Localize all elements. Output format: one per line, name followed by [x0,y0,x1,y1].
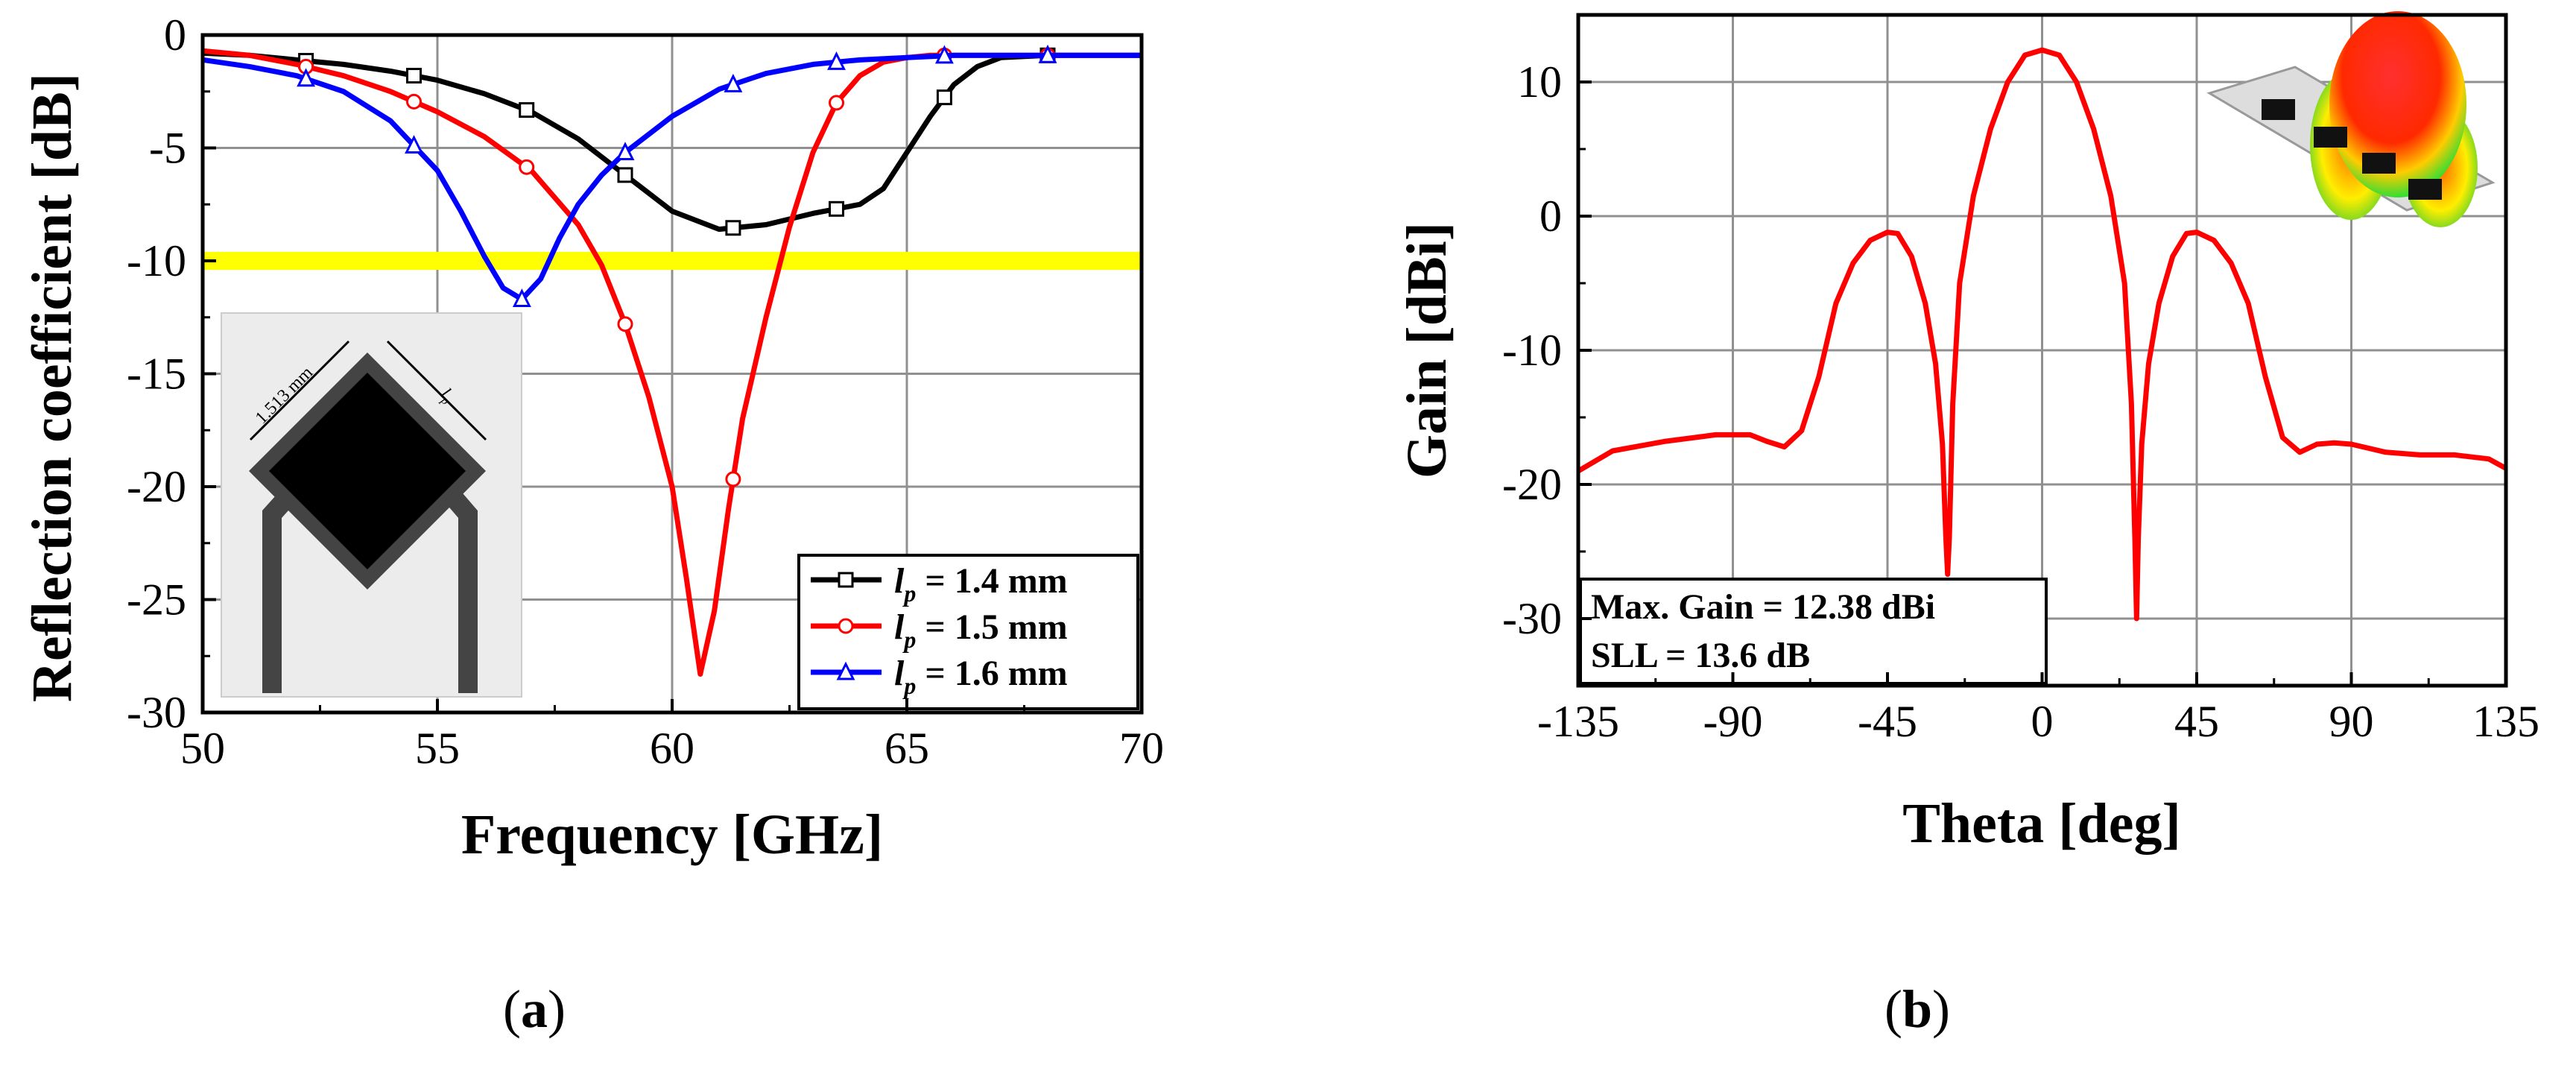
series-marker-2 [519,159,535,175]
legend-label-1: lp = 1.4 mm [894,561,1068,607]
series-marker-3 [512,288,531,308]
legend-label-3: lp = 1.6 mm [894,654,1068,699]
b-x-tick-label: 90 [2329,697,2374,746]
b-x-tick-label: -90 [1703,697,1763,746]
y-axis-label-a: Reflection coefficient [dB] [21,73,83,702]
annotation-box [1579,578,2048,685]
legend-marker-1 [838,572,854,588]
a-x-tick-label: 50 [180,724,225,773]
array-element-3 [2362,153,2396,174]
radiation-pattern-inset [2206,11,2496,227]
gain-annotation: Max. Gain = 12.38 dBi SLL = 13.6 dB [1579,578,2048,685]
b-y-tick-label: -10 [1502,326,1562,375]
a-x-tick-label: 70 [1119,724,1164,773]
dimension-line-length [386,340,487,441]
b-x-tick-label: 45 [2174,697,2219,746]
series-marker-3 [405,135,423,154]
antenna-inset: 1.513 mm lp [221,312,522,698]
series-line-1 [202,50,1142,233]
series-marker-3 [1038,44,1057,63]
a-x-tick-label: 60 [650,724,694,773]
a-x-tick-label: 65 [884,724,929,773]
patch-element [269,373,466,569]
main-lobe [2329,11,2466,197]
series-marker-1 [829,200,844,217]
series-marker-3 [827,51,846,70]
a-y-tick-label: -20 [127,462,186,511]
legend-sub: p [902,626,916,653]
series-marker-3 [934,45,954,64]
array-element-4 [2408,179,2442,200]
a-y-tick-label: -25 [127,575,186,625]
series-marker-2 [406,93,422,110]
y-axis-label-b: Gain [dBi] [1396,222,1458,478]
series-marker-1 [617,167,633,183]
b-y-tick-label: 0 [1539,192,1562,241]
legend-sub: p [902,672,916,699]
a-y-tick-label: -15 [127,350,186,399]
caption-a: (a) [503,979,566,1039]
series-marker-3 [615,142,635,161]
plot-b-grid [1578,15,2506,686]
x-axis-label-a: Frequency [GHz] [461,803,883,866]
array-element-1 [2262,99,2295,120]
legend-marker-3 [836,661,855,680]
series-marker-2 [617,316,633,332]
caption-a-letter: a [521,979,548,1039]
legend-var: l [894,561,905,601]
series-marker-2 [725,471,741,487]
plot-b-ticks: -135 -90 -45 0 45 90 135 10 0 -10 -20 -30 [1502,57,2539,746]
legend-label-2: lp = 1.5 mm [894,607,1068,653]
a-x-tick-label: 55 [415,724,460,773]
b-x-tick-label: 135 [2472,697,2539,746]
b-x-tick-label: 0 [2031,697,2054,746]
b-y-tick-label: -30 [1502,594,1562,643]
annotation-max-gain: Max. Gain = 12.38 dBi [1591,587,1935,627]
series-marker-3 [724,74,743,92]
legend-var: l [894,654,905,693]
b-y-tick-label: -20 [1502,460,1562,509]
gain-line [1577,47,2507,622]
series-marker-1 [936,89,952,106]
a-y-tick-label: -10 [127,236,186,285]
panel-b: Max. Gain = 12.38 dBi SLL = 13.6 dB [1396,11,2539,1039]
a-y-tick-label: -30 [127,688,186,737]
legend-var: l [894,607,905,647]
legend-rest: = 1.6 mm [916,654,1067,693]
series-marker-1 [406,68,422,84]
annotation-sll: SLL = 13.6 dB [1591,636,1810,675]
a-y-tick-label: 0 [164,10,186,60]
b-x-tick-label: -45 [1858,697,1917,746]
caption-b: (b) [1884,979,1950,1039]
legend-sub: p [902,580,916,607]
b-y-tick-label: 10 [1517,57,1562,107]
legend-rest: = 1.4 mm [916,561,1067,601]
plot-a-ticks: 50 55 60 65 70 0 -5 -10 -15 -20 -25 -30 [127,10,1164,773]
caption-b-letter: b [1902,979,1932,1039]
a-y-tick-label: -5 [149,124,186,173]
legend-rest: = 1.5 mm [916,607,1067,647]
series-marker-3 [297,68,316,87]
series-marker-1 [519,102,535,118]
threshold-band [203,251,1142,271]
array-element-2 [2314,127,2347,148]
series-marker-1 [725,220,741,236]
b-x-tick-label: -135 [1537,697,1619,746]
plot-b-series [1577,47,2507,622]
series-marker-2 [829,95,844,111]
x-axis-label-b: Theta [deg] [1902,792,2181,855]
plot-a-series [202,44,1142,677]
dimension-line-width [249,340,350,441]
legend-marker-2 [838,618,854,634]
